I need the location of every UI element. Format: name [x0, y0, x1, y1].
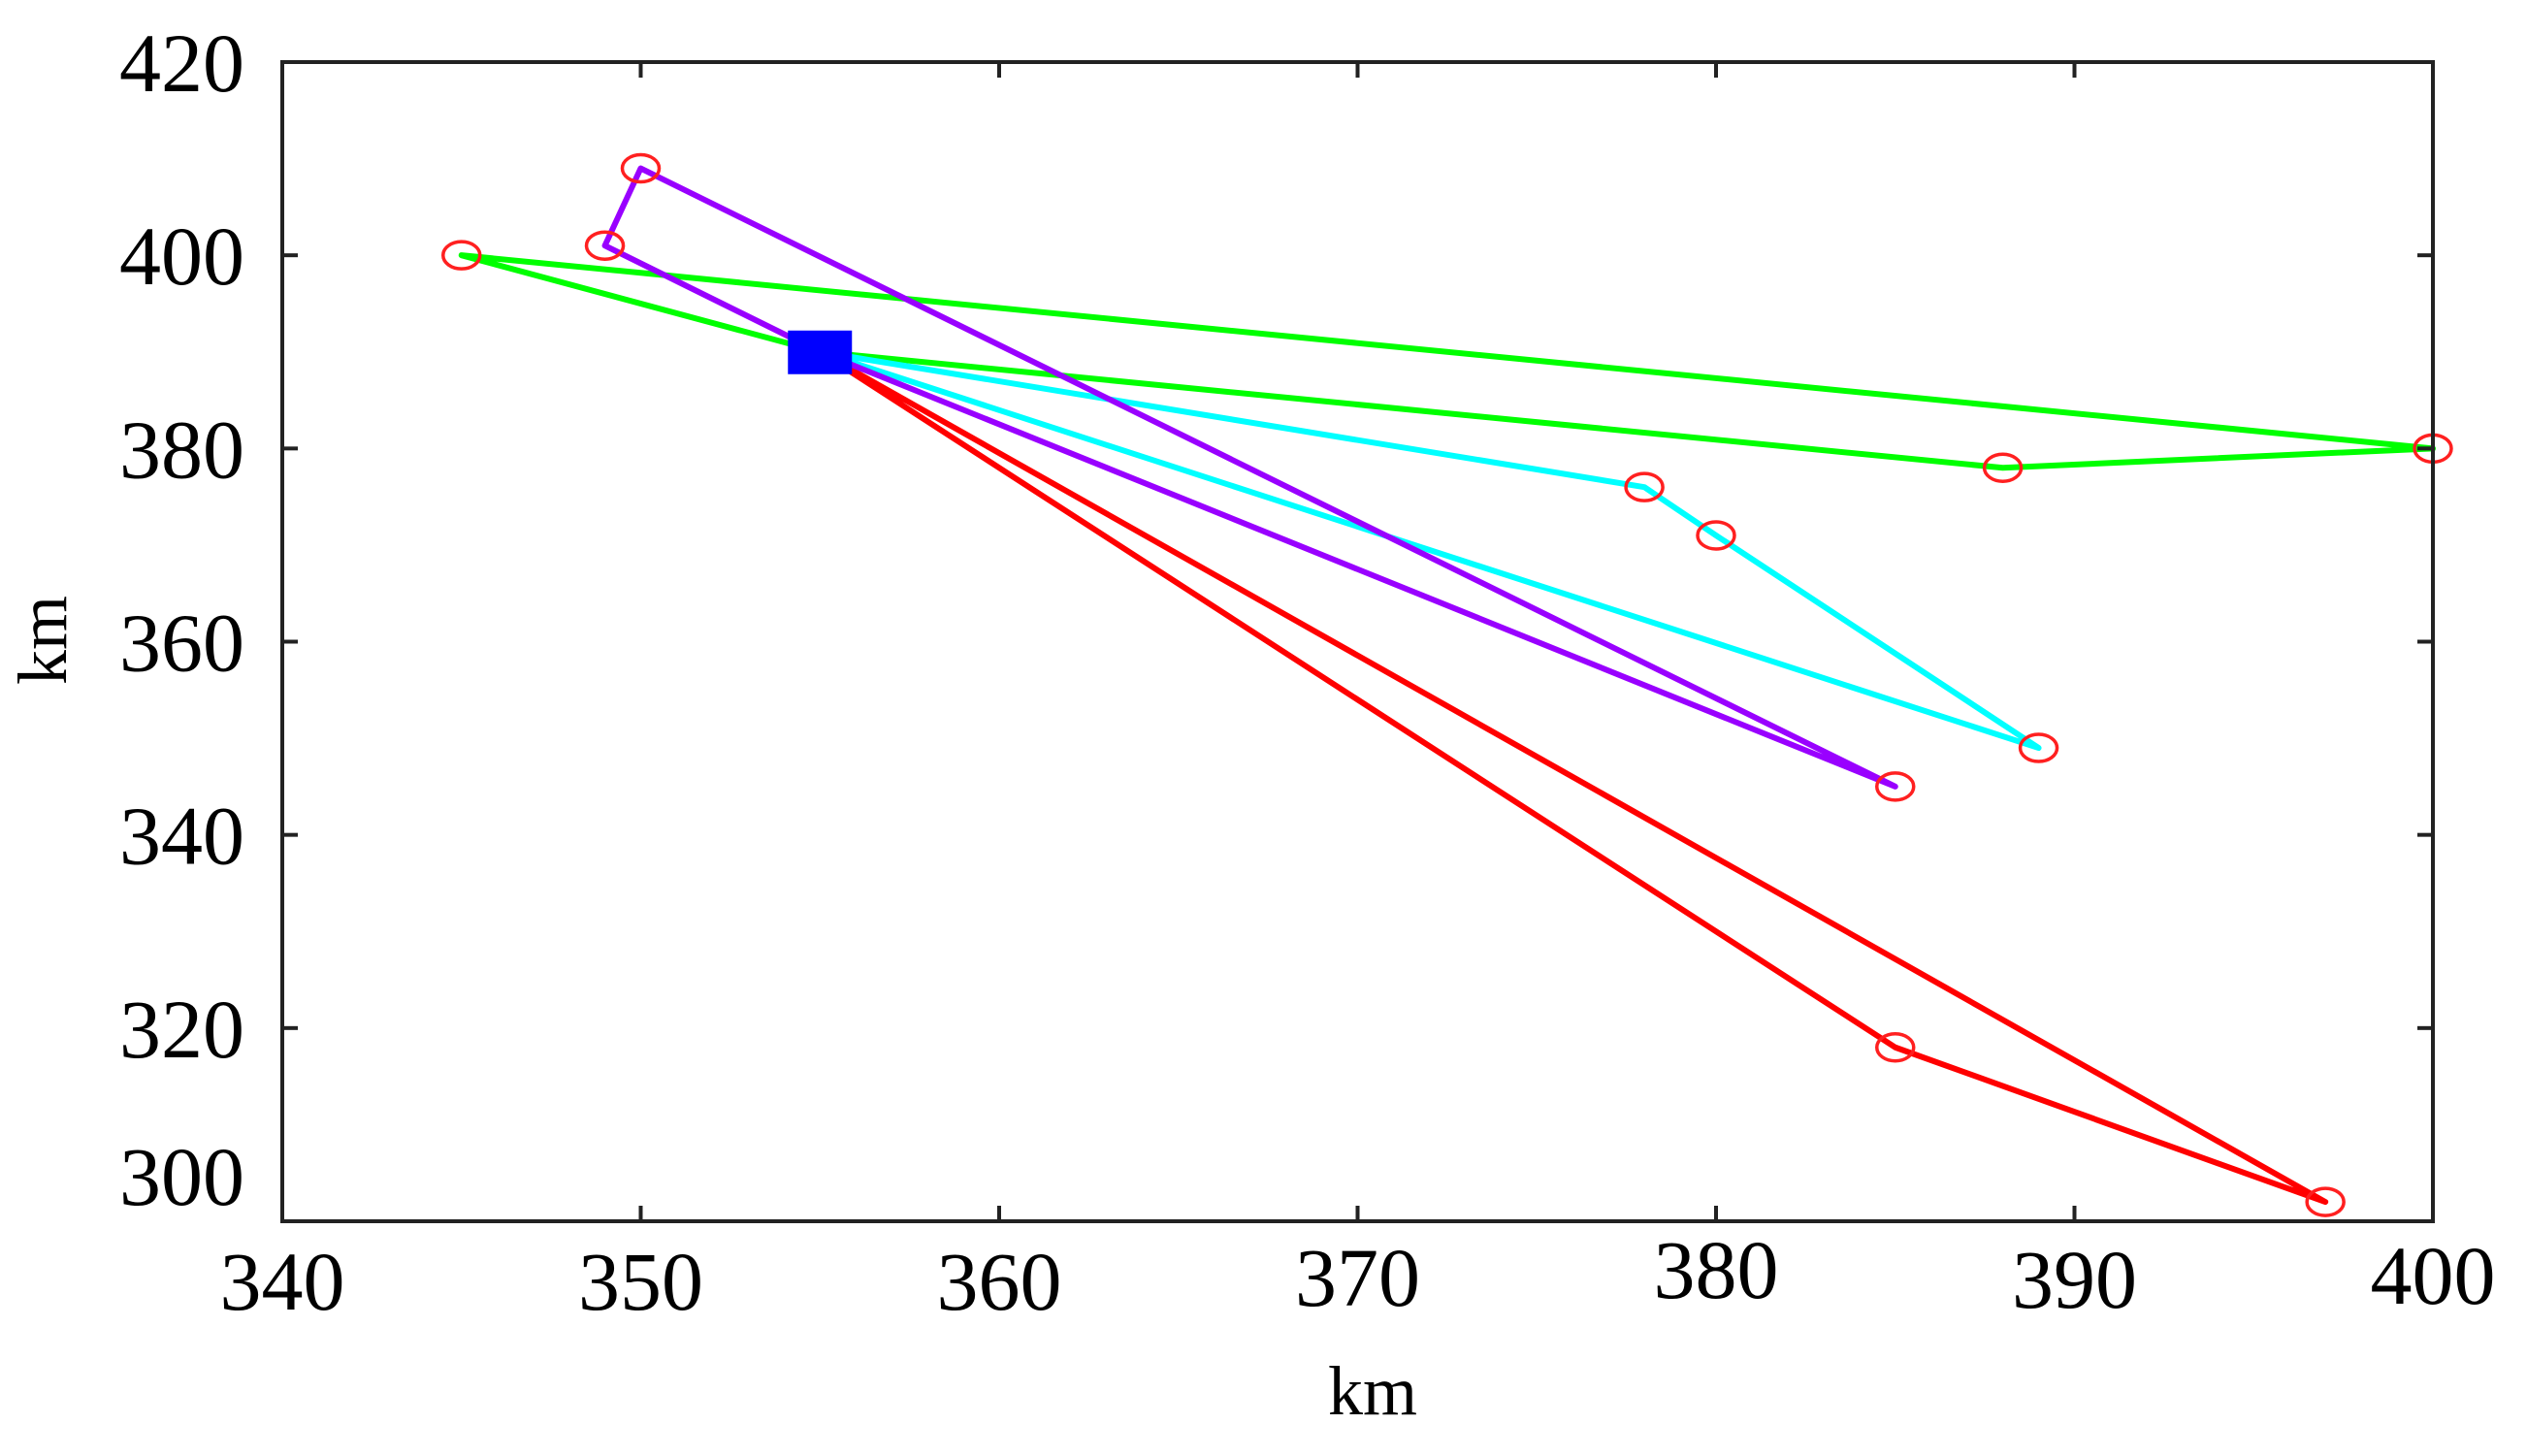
x-tick-label: 350 — [578, 1235, 703, 1328]
customer-marker — [1875, 1032, 1916, 1063]
x-axis-ticks: 340 350 360 370 380 390 400 — [220, 62, 2496, 1328]
customer-marker — [2305, 1186, 2346, 1217]
x-axis-title: km — [1328, 1352, 1417, 1430]
y-axis-title: km — [4, 596, 81, 685]
depot-square — [788, 330, 853, 374]
x-tick-label: 370 — [1295, 1231, 1420, 1324]
route-cyan — [817, 348, 2042, 752]
customer-marker — [1624, 471, 1665, 502]
x-tick-label: 340 — [220, 1235, 345, 1328]
x-tick-label: 390 — [2012, 1233, 2137, 1326]
x-tick-label: 380 — [1654, 1223, 1779, 1316]
y-tick-label: 380 — [119, 403, 244, 496]
route-purple — [601, 165, 1898, 790]
customer-marker — [1875, 771, 1916, 802]
customer-marker — [441, 240, 482, 271]
y-tick-label: 340 — [119, 790, 244, 883]
y-tick-label: 400 — [119, 210, 244, 303]
customer-marker — [1696, 520, 1736, 551]
customer-marker — [584, 230, 626, 261]
plot-frame — [280, 60, 2435, 1223]
customer-markers — [441, 152, 2453, 1217]
x-tick-label: 360 — [937, 1235, 1062, 1328]
customer-marker — [620, 152, 662, 184]
y-tick-label: 360 — [119, 597, 244, 690]
route-green — [458, 252, 2436, 471]
y-tick-label: 420 — [119, 16, 244, 110]
depot-marker — [788, 330, 853, 374]
route-red — [817, 348, 2329, 1206]
x-tick-label: 400 — [2371, 1229, 2496, 1322]
customer-marker — [2018, 732, 2059, 763]
customer-marker — [1982, 452, 2024, 483]
route-lines — [458, 165, 2436, 1206]
y-axis-ticks: 420 400 380 360 340 320 300 — [119, 16, 2433, 1223]
y-tick-label: 300 — [119, 1130, 244, 1223]
y-tick-label: 320 — [119, 983, 244, 1076]
